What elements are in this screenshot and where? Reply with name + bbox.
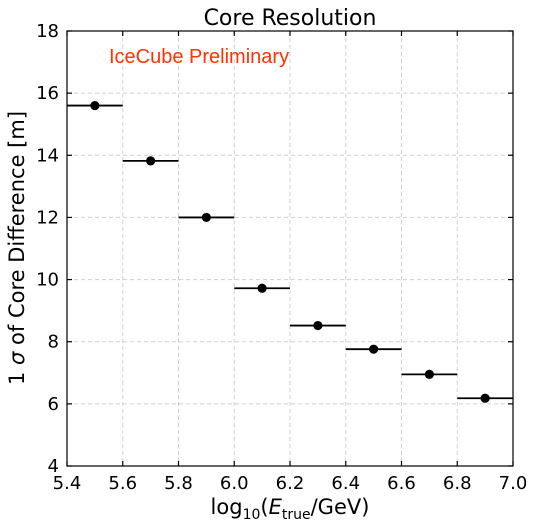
x-tick-label: 6.8 bbox=[443, 473, 472, 494]
data-point bbox=[257, 283, 267, 293]
y-tick-label: 14 bbox=[36, 145, 59, 166]
data-series bbox=[67, 100, 513, 403]
y-tick-label: 4 bbox=[48, 456, 59, 477]
x-label-base: 10 bbox=[243, 507, 261, 523]
y-tick-label: 6 bbox=[48, 394, 59, 415]
y-tick-label: 18 bbox=[36, 21, 59, 42]
x-label-sub: true bbox=[282, 507, 311, 523]
x-tick-label: 6.4 bbox=[331, 473, 360, 494]
data-point bbox=[424, 369, 434, 379]
x-tick-label: 6.6 bbox=[387, 473, 416, 494]
data-point bbox=[313, 320, 323, 331]
y-label-sigma: σ bbox=[5, 351, 29, 365]
data-point bbox=[480, 393, 490, 403]
x-axis-label: log10(Etrue/GeV) bbox=[211, 495, 370, 523]
x-tick-label: 5.8 bbox=[164, 473, 193, 494]
y-axis-label: 1 σ of Core Difference [m] bbox=[5, 111, 29, 385]
y-tick-label: 12 bbox=[36, 207, 59, 228]
x-label-unit: /GeV) bbox=[311, 495, 370, 519]
x-tick-label: 6.2 bbox=[276, 473, 305, 494]
y-tick-label: 16 bbox=[36, 83, 59, 104]
data-point bbox=[369, 344, 379, 354]
x-tick-label: 5.4 bbox=[53, 473, 82, 494]
y-tick-label: 10 bbox=[36, 270, 59, 291]
data-point bbox=[90, 100, 100, 111]
data-point bbox=[146, 156, 156, 166]
x-tick-label: 7.0 bbox=[499, 473, 528, 494]
x-tick-label: 5.6 bbox=[108, 473, 137, 494]
chart-title: Core Resolution bbox=[204, 6, 377, 31]
x-label-open: ( bbox=[260, 495, 268, 519]
data-point bbox=[201, 212, 211, 223]
x-tick-label: 6.0 bbox=[220, 473, 249, 494]
x-label-log: log bbox=[211, 495, 243, 519]
y-label-prefix: 1 bbox=[5, 365, 29, 385]
axis-ticks: 5.4 5.6 5.8 6.0 6.2 6.4 6.6 6.8 7.0 4 6 8 10 12 14 16 18 bbox=[36, 21, 527, 494]
y-tick-label: 8 bbox=[48, 332, 59, 353]
watermark-annotation: IceCube Preliminary bbox=[109, 46, 289, 68]
y-label-suffix: of Core Difference [m] bbox=[5, 111, 29, 352]
x-label-energy: E bbox=[269, 495, 283, 519]
